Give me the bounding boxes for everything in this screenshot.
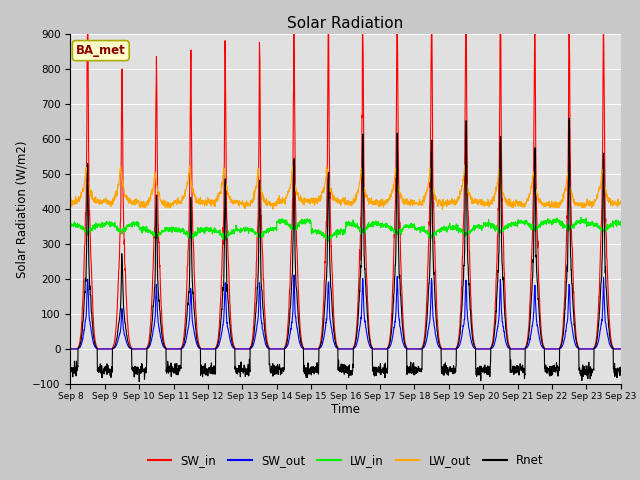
LW_out xyxy=(461,162,468,168)
LW_out xyxy=(609,199,617,204)
LW_out xyxy=(379,197,387,203)
X-axis label: Time: Time xyxy=(331,403,360,417)
Title: Solar Radiation: Solar Radiation xyxy=(287,16,404,31)
SW_in xyxy=(617,346,625,352)
SW_in xyxy=(609,345,617,350)
Line: SW_out: SW_out xyxy=(70,275,621,349)
Rnet xyxy=(565,116,573,121)
LW_out xyxy=(543,200,550,205)
Rnet xyxy=(122,320,129,326)
LW_in xyxy=(67,222,74,228)
LW_in xyxy=(122,228,129,234)
SW_out xyxy=(240,346,248,352)
LW_out xyxy=(617,198,625,204)
Line: Rnet: Rnet xyxy=(70,119,621,382)
SW_in xyxy=(543,346,550,352)
LW_out xyxy=(438,207,446,213)
Rnet xyxy=(511,364,519,370)
Line: SW_in: SW_in xyxy=(70,1,621,349)
SW_in xyxy=(240,346,248,352)
SW_out xyxy=(617,346,625,352)
LW_out xyxy=(67,198,74,204)
LW_in xyxy=(577,215,585,220)
Line: LW_out: LW_out xyxy=(70,165,621,210)
Text: BA_met: BA_met xyxy=(76,44,125,57)
LW_in xyxy=(324,239,332,244)
LW_in xyxy=(543,221,550,227)
LW_out xyxy=(240,204,248,210)
SW_in xyxy=(122,265,129,271)
SW_out xyxy=(67,346,74,352)
Y-axis label: Solar Radiation (W/m2): Solar Radiation (W/m2) xyxy=(15,140,28,277)
Line: LW_in: LW_in xyxy=(70,217,621,241)
Rnet xyxy=(543,368,550,373)
Legend: SW_in, SW_out, LW_in, LW_out, Rnet: SW_in, SW_out, LW_in, LW_out, Rnet xyxy=(143,449,548,472)
SW_out xyxy=(379,346,387,352)
SW_out xyxy=(543,346,550,352)
Rnet xyxy=(617,371,625,377)
LW_out xyxy=(122,192,129,198)
SW_in xyxy=(511,346,519,352)
SW_out xyxy=(511,346,519,352)
LW_in xyxy=(511,219,519,225)
Rnet xyxy=(136,379,143,384)
LW_in xyxy=(379,222,387,228)
SW_in xyxy=(497,0,504,4)
SW_in xyxy=(379,346,387,352)
Rnet xyxy=(379,366,387,372)
Rnet xyxy=(241,367,248,373)
Rnet xyxy=(609,366,617,372)
LW_in xyxy=(240,226,248,232)
SW_in xyxy=(67,346,74,352)
LW_in xyxy=(609,224,617,230)
LW_in xyxy=(617,223,625,228)
LW_out xyxy=(512,201,520,206)
SW_out xyxy=(609,346,617,351)
SW_out xyxy=(291,272,298,278)
SW_out xyxy=(122,335,129,341)
Rnet xyxy=(67,367,74,372)
